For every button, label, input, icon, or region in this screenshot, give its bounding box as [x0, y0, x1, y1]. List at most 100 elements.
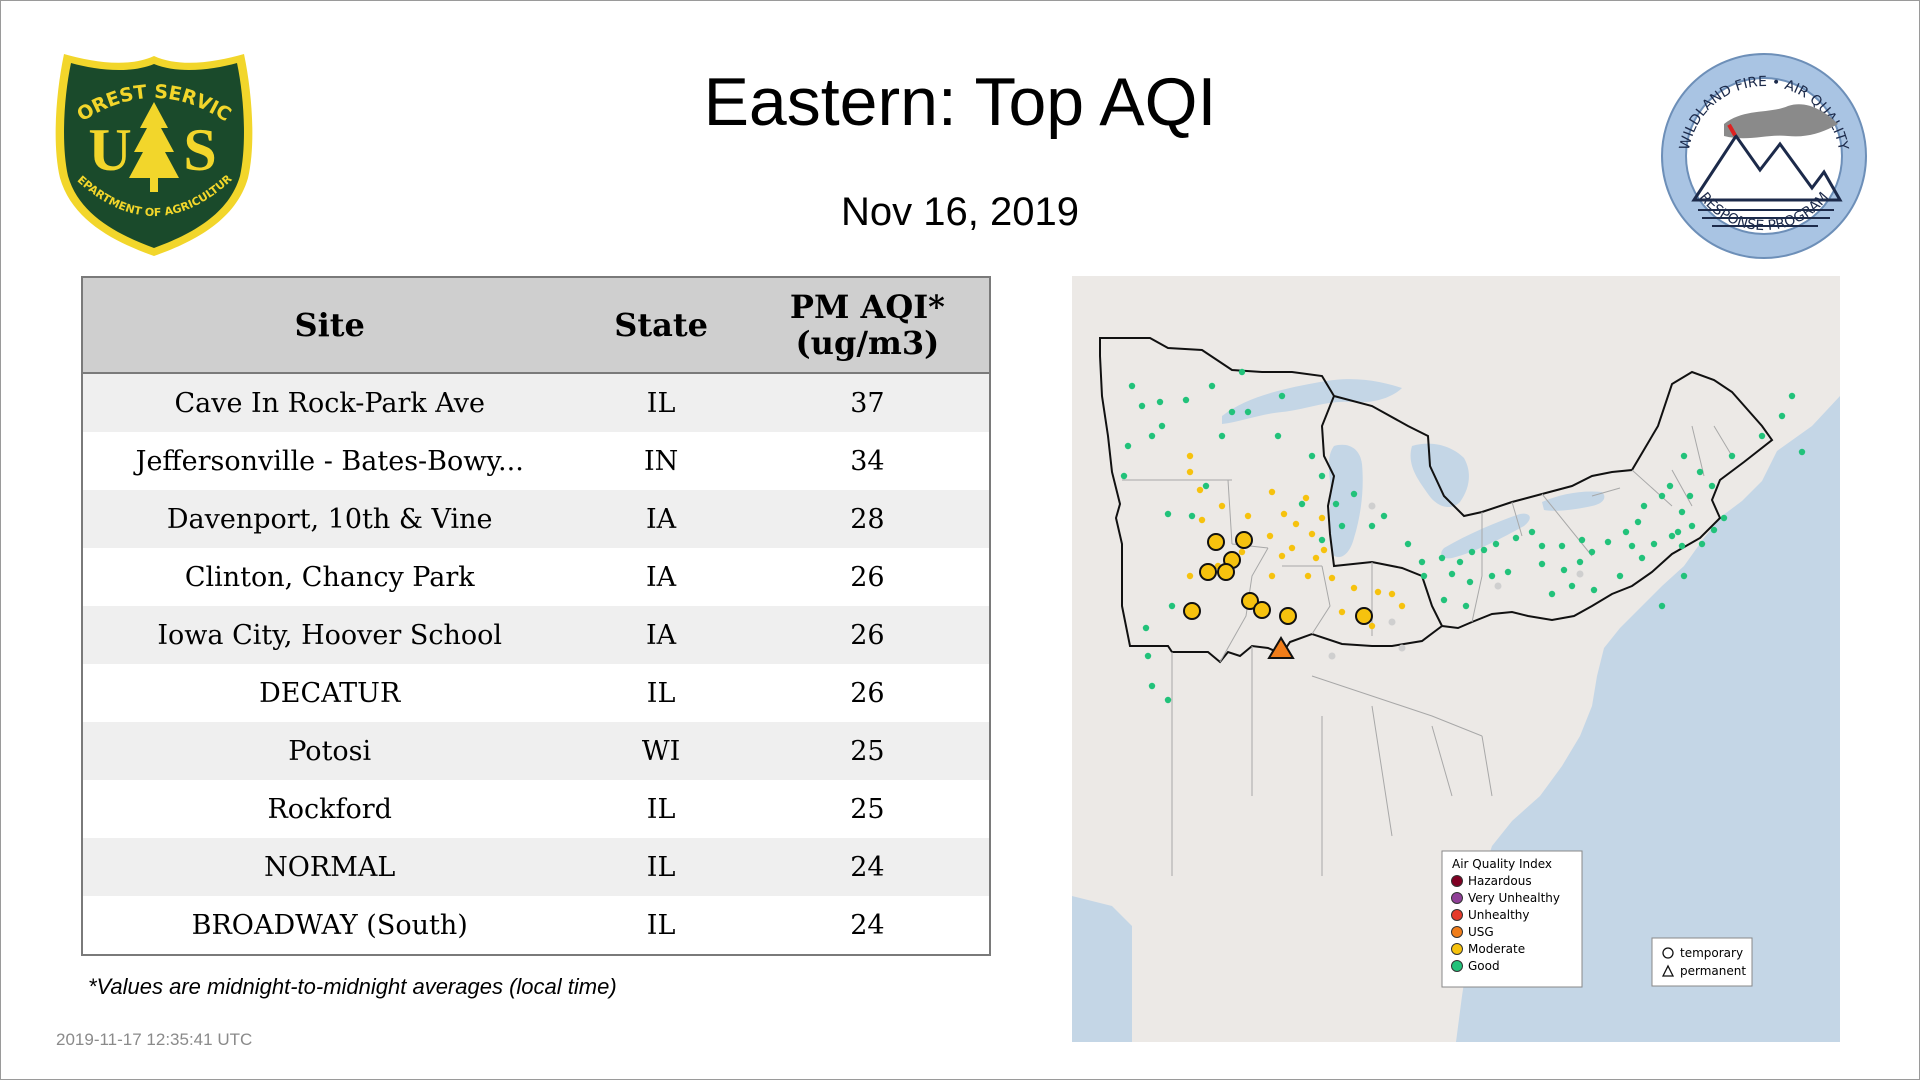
good-point	[1488, 572, 1496, 580]
moderate-point	[1312, 554, 1320, 562]
good-point	[1124, 442, 1132, 450]
good-point	[1678, 508, 1686, 516]
table-row: Potosi WI 25	[82, 722, 990, 780]
permanent-symbol	[1661, 964, 1675, 977]
good-point	[1188, 512, 1196, 520]
moderate-monitor	[1235, 531, 1253, 549]
moderate-point	[1368, 622, 1376, 630]
moderate-monitor	[1183, 602, 1201, 620]
cell-site: Davenport, 10th & Vine	[82, 490, 577, 548]
cell-state: IL	[576, 373, 746, 432]
no-data-point	[1368, 502, 1376, 510]
good-point	[1688, 522, 1696, 530]
table-row: Davenport, 10th & Vine IA 28	[82, 490, 990, 548]
good-point	[1368, 522, 1376, 530]
good-point	[1278, 392, 1286, 400]
table-row: Cave In Rock-Park Ave IL 37	[82, 373, 990, 432]
region-outline	[1099, 337, 1774, 664]
header-site: Site	[82, 277, 577, 374]
moderate-monitor	[1217, 563, 1235, 581]
cell-site: Rockford	[82, 780, 577, 838]
legend-label: Good	[1468, 959, 1500, 973]
good-point	[1758, 432, 1766, 440]
cell-aqi: 24	[745, 896, 990, 955]
cell-site: DECATUR	[82, 664, 577, 722]
no-data-point	[1388, 618, 1396, 626]
cell-site: Potosi	[82, 722, 577, 780]
good-point	[1318, 472, 1326, 480]
good-point	[1578, 536, 1586, 544]
good-point	[1468, 548, 1476, 556]
legend-permanent: permanent	[1680, 964, 1746, 978]
good-point	[1650, 540, 1658, 548]
legend-title: Air Quality Index	[1452, 857, 1552, 871]
cell-aqi: 26	[745, 548, 990, 606]
cell-state: WI	[576, 722, 746, 780]
usg-permanent-monitor	[1267, 636, 1295, 659]
cell-state: IL	[576, 780, 746, 838]
lake-ontario	[1542, 491, 1605, 511]
moderate-point	[1288, 544, 1296, 552]
good-point	[1720, 514, 1728, 522]
good-point	[1678, 542, 1686, 550]
good-point	[1674, 528, 1682, 536]
legend-temporary: temporary	[1680, 946, 1743, 960]
svg-text:S: S	[183, 117, 216, 183]
good-point	[1208, 382, 1216, 390]
no-data-point	[1576, 570, 1584, 578]
good-point	[1318, 536, 1326, 544]
good-point	[1634, 518, 1642, 526]
table-row: Jeffersonville - Bates-Bowy... IN 34	[82, 432, 990, 490]
cell-state: IA	[576, 548, 746, 606]
good-point	[1538, 542, 1546, 550]
cell-state: IA	[576, 606, 746, 664]
lake-erie	[1441, 513, 1530, 559]
good-point	[1696, 468, 1704, 476]
header-pm-aqi-label: PM AQI*	[789, 288, 945, 326]
good-point	[1228, 408, 1236, 416]
good-point	[1548, 590, 1556, 598]
good-point	[1164, 510, 1172, 518]
good-point	[1466, 578, 1474, 586]
good-point	[1640, 502, 1648, 510]
moderate-point	[1196, 486, 1204, 494]
moderate-point	[1266, 532, 1274, 540]
generated-timestamp: 2019-11-17 12:35:41 UTC	[56, 1030, 253, 1049]
good-point	[1332, 500, 1340, 508]
cell-aqi: 25	[745, 722, 990, 780]
good-point	[1538, 560, 1546, 568]
moderate-point	[1186, 468, 1194, 476]
map-legend: Air Quality Index Hazardous Very Unhealth…	[1441, 850, 1753, 988]
table-row: Clinton, Chancy Park IA 26	[82, 548, 990, 606]
cell-aqi: 26	[745, 606, 990, 664]
good-point	[1138, 402, 1146, 410]
legend-swatch	[1451, 943, 1463, 955]
good-point	[1558, 542, 1566, 550]
lake-huron	[1410, 443, 1469, 508]
good-point	[1418, 558, 1426, 566]
lake-michigan	[1328, 444, 1363, 558]
cell-state: IN	[576, 432, 746, 490]
table-row: Rockford IL 25	[82, 780, 990, 838]
good-point	[1512, 534, 1520, 542]
no-data-point	[1328, 652, 1336, 660]
monitor-points	[1120, 368, 1806, 704]
cell-state: IA	[576, 490, 746, 548]
moderate-point	[1398, 602, 1406, 610]
good-point	[1666, 482, 1674, 490]
cell-site: Iowa City, Hoover School	[82, 606, 577, 664]
moderate-point	[1238, 548, 1246, 556]
moderate-point	[1268, 572, 1276, 580]
no-data-point	[1494, 582, 1502, 590]
cell-aqi: 34	[745, 432, 990, 490]
cell-state: IL	[576, 838, 746, 896]
table-row: NORMAL IL 24	[82, 838, 990, 896]
cell-site: Clinton, Chancy Park	[82, 548, 577, 606]
moderate-point	[1320, 546, 1328, 554]
moderate-monitor	[1355, 607, 1373, 625]
good-point	[1142, 624, 1150, 632]
moderate-point	[1280, 510, 1288, 518]
cell-site: Jeffersonville - Bates-Bowy...	[82, 432, 577, 490]
good-point	[1576, 558, 1584, 566]
good-point	[1148, 682, 1156, 690]
